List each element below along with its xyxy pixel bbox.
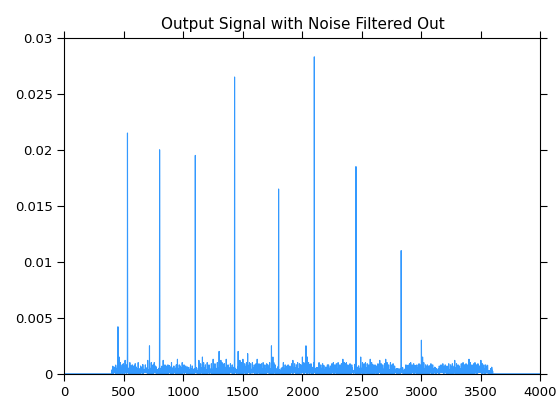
Title: Output Signal with Noise Filtered Out: Output Signal with Noise Filtered Out: [161, 18, 444, 32]
